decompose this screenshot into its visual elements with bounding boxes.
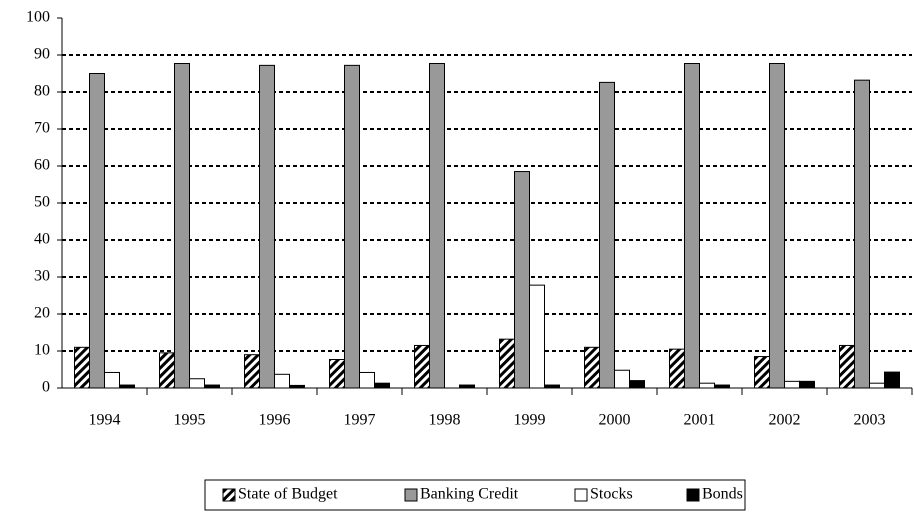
- bar: [189, 378, 205, 389]
- legend-swatch: [574, 488, 588, 502]
- legend-label: Bonds: [702, 486, 743, 503]
- bar: [159, 352, 175, 389]
- y-tick-label: 90: [34, 46, 50, 63]
- x-tick-label: 2002: [769, 412, 801, 429]
- bar: [74, 346, 90, 389]
- y-tick-label: 0: [42, 379, 50, 396]
- bar: [869, 382, 885, 389]
- legend-label: State of Budget: [238, 486, 338, 503]
- bar: [884, 371, 900, 389]
- bar: [174, 63, 190, 389]
- bar: [529, 284, 545, 389]
- y-tick-label: 80: [34, 83, 50, 100]
- x-tick-label: 1995: [174, 412, 206, 429]
- bar: [499, 338, 515, 389]
- bar: [89, 73, 105, 389]
- y-tick-label: 60: [34, 157, 50, 174]
- legend-swatch: [686, 488, 700, 502]
- bar: [414, 344, 430, 389]
- bar: [614, 369, 630, 389]
- bar: [784, 380, 800, 389]
- bar: [754, 356, 770, 389]
- x-tick-label: 1996: [259, 412, 291, 429]
- y-tick-label: 30: [34, 268, 50, 285]
- bar: [584, 346, 600, 389]
- legend-label: Stocks: [590, 486, 633, 503]
- bar: [669, 348, 685, 389]
- bar: [344, 64, 360, 389]
- bar: [799, 380, 815, 389]
- x-tick-label: 1999: [514, 412, 546, 429]
- legend-box: [204, 479, 746, 511]
- x-tick-label: 2003: [854, 412, 886, 429]
- x-tick-label: 2000: [599, 412, 631, 429]
- bar: [514, 171, 530, 389]
- legend-swatch: [404, 488, 418, 502]
- bar: [329, 359, 345, 389]
- y-tick-label: 40: [34, 231, 50, 248]
- x-tick-label: 1994: [89, 412, 121, 429]
- y-tick-label: 100: [26, 9, 50, 26]
- y-tick-label: 50: [34, 194, 50, 211]
- bar: [359, 371, 375, 389]
- bar: [684, 63, 700, 389]
- legend-label: Banking Credit: [420, 486, 519, 503]
- bar: [839, 344, 855, 389]
- bar: [854, 79, 870, 389]
- x-tick-label: 1998: [429, 412, 461, 429]
- x-tick-label: 1997: [344, 412, 376, 429]
- y-tick-label: 70: [34, 120, 50, 137]
- x-tick-label: 2001: [684, 412, 716, 429]
- legend-swatch: [222, 488, 236, 502]
- bar: [259, 64, 275, 389]
- bar: [429, 63, 445, 389]
- bar: [244, 354, 260, 389]
- bar: [629, 380, 645, 389]
- y-tick-label: 10: [34, 342, 50, 359]
- bar: [599, 81, 615, 389]
- bar: [274, 373, 290, 389]
- bar: [699, 382, 715, 389]
- y-tick-label: 20: [34, 305, 50, 322]
- bar: [769, 63, 785, 389]
- bar: [104, 371, 120, 389]
- bar: [374, 382, 390, 389]
